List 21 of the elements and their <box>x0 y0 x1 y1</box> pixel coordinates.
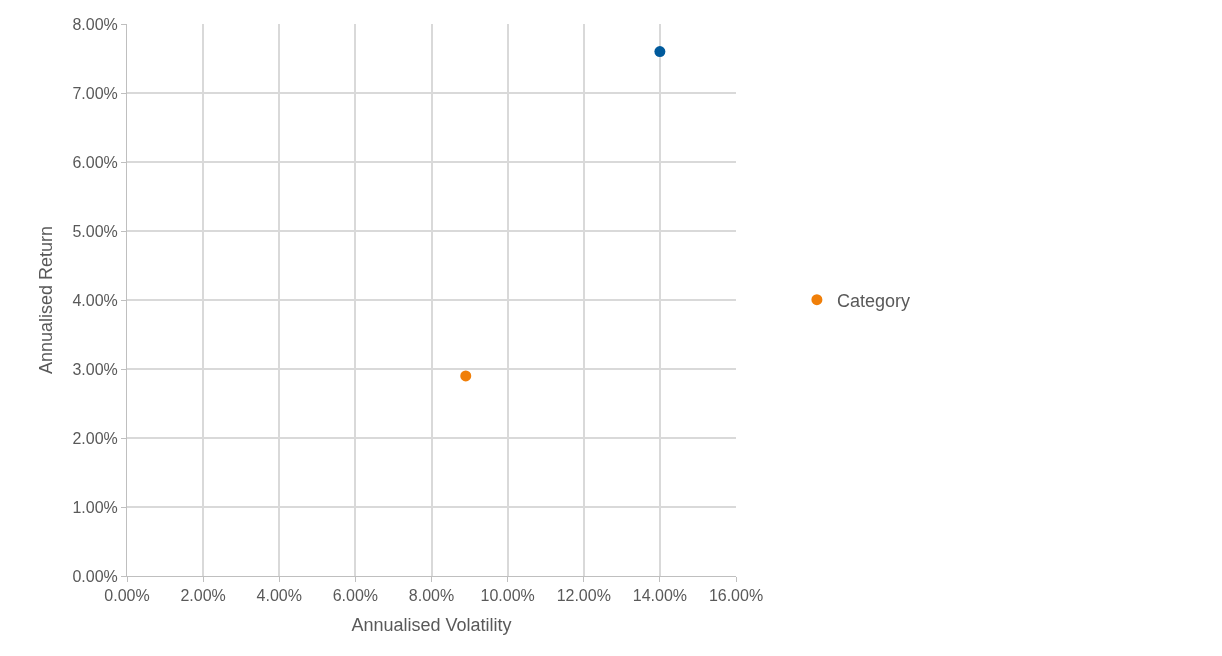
x-tick-label: 6.00% <box>332 587 379 605</box>
y-tick-label: 0.00% <box>72 567 118 585</box>
x-tick-label: 12.00% <box>556 587 611 605</box>
y-tick-label: 5.00% <box>72 222 118 240</box>
x-tick-label: 2.00% <box>180 587 226 605</box>
legend-label: Category <box>836 290 910 311</box>
y-tick-label: 3.00% <box>72 360 118 378</box>
x-tick-label: 4.00% <box>256 587 302 605</box>
x-tick-label: 14.00% <box>632 587 688 605</box>
x-tick-label: 16.00% <box>708 587 764 605</box>
x-axis-title: Annualised Volatility <box>351 615 512 636</box>
y-tick-label: 1.00% <box>72 498 118 516</box>
x-tick-label: 0.00% <box>104 587 150 605</box>
y-tick-label: 2.00% <box>72 429 118 447</box>
y-tick-label: 8.00% <box>72 15 118 33</box>
y-tick-label: 7.00% <box>72 84 118 102</box>
x-tick-label: 10.00% <box>480 587 535 605</box>
y-tick-label: 6.00% <box>72 153 118 171</box>
y-tick-label: 4.00% <box>72 291 118 309</box>
x-tick-label: 8.00% <box>408 587 455 605</box>
y-axis-title: Annualised Return <box>35 225 56 375</box>
